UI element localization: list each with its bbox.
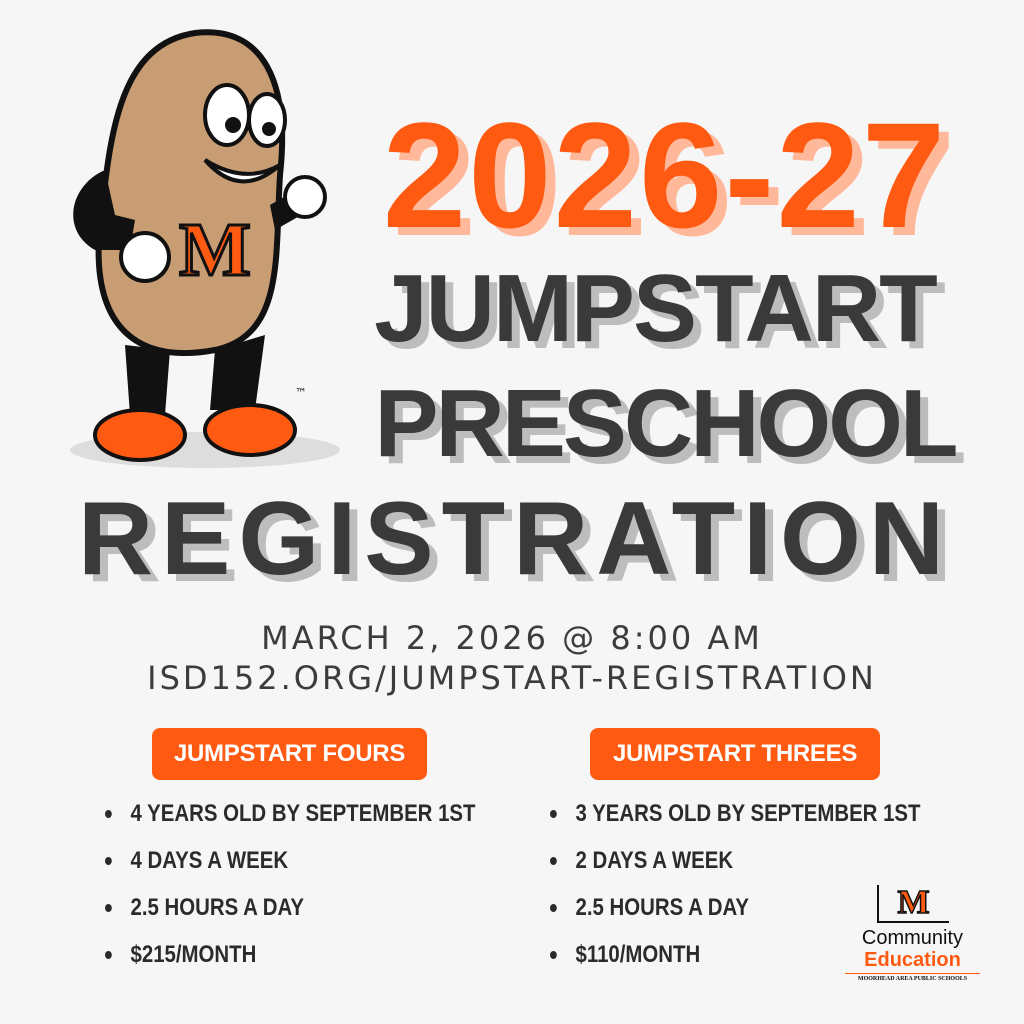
registration-date: MARCH 2, 2026 @ 8:00 AM [261, 619, 763, 657]
list-item: $110/MONTH [550, 941, 921, 988]
list-item: 2 DAYS A WEEK [550, 847, 921, 894]
fours-details-list: 4 YEARS OLD BY SEPTEMBER 1ST 4 DAYS A WE… [105, 800, 476, 988]
mascot-shirt-letter: M [179, 208, 251, 292]
program-badge-fours: JUMPSTART FOURS [152, 728, 427, 780]
logo-text-moorhead: MOORHEAD AREA PUBLIC SCHOOLS [857, 976, 968, 982]
logo-text-education: Education [845, 949, 980, 974]
list-item: 3 YEARS OLD BY SEPTEMBER 1ST [550, 800, 921, 847]
title-preschool: PRESCHOOL [374, 370, 958, 477]
list-item: 2.5 HOURS A DAY [550, 894, 921, 941]
title-jumpstart: JUMPSTART [374, 255, 938, 362]
list-item: 4 DAYS A WEEK [105, 847, 476, 894]
year-heading: 2026-27 [382, 91, 948, 259]
list-item: 2.5 HOURS A DAY [105, 894, 476, 941]
title-registration: REGISTRATION [77, 481, 953, 597]
program-badge-threes: JUMPSTART THREES [590, 728, 880, 780]
list-item: $215/MONTH [105, 941, 476, 988]
registration-url: ISD152.ORG/JUMPSTART-REGISTRATION [147, 659, 877, 697]
potato-mascot-illustration: M ™ [70, 29, 340, 468]
community-education-logo: M Community Education MOORHEAD AREA PUBL… [845, 884, 980, 982]
list-item: 4 YEARS OLD BY SEPTEMBER 1ST [105, 800, 476, 847]
logo-m-mark: M [876, 884, 949, 923]
trademark-symbol: ™ [295, 386, 307, 400]
logo-text-community: Community [861, 927, 964, 949]
threes-details-list: 3 YEARS OLD BY SEPTEMBER 1ST 2 DAYS A WE… [550, 800, 921, 988]
